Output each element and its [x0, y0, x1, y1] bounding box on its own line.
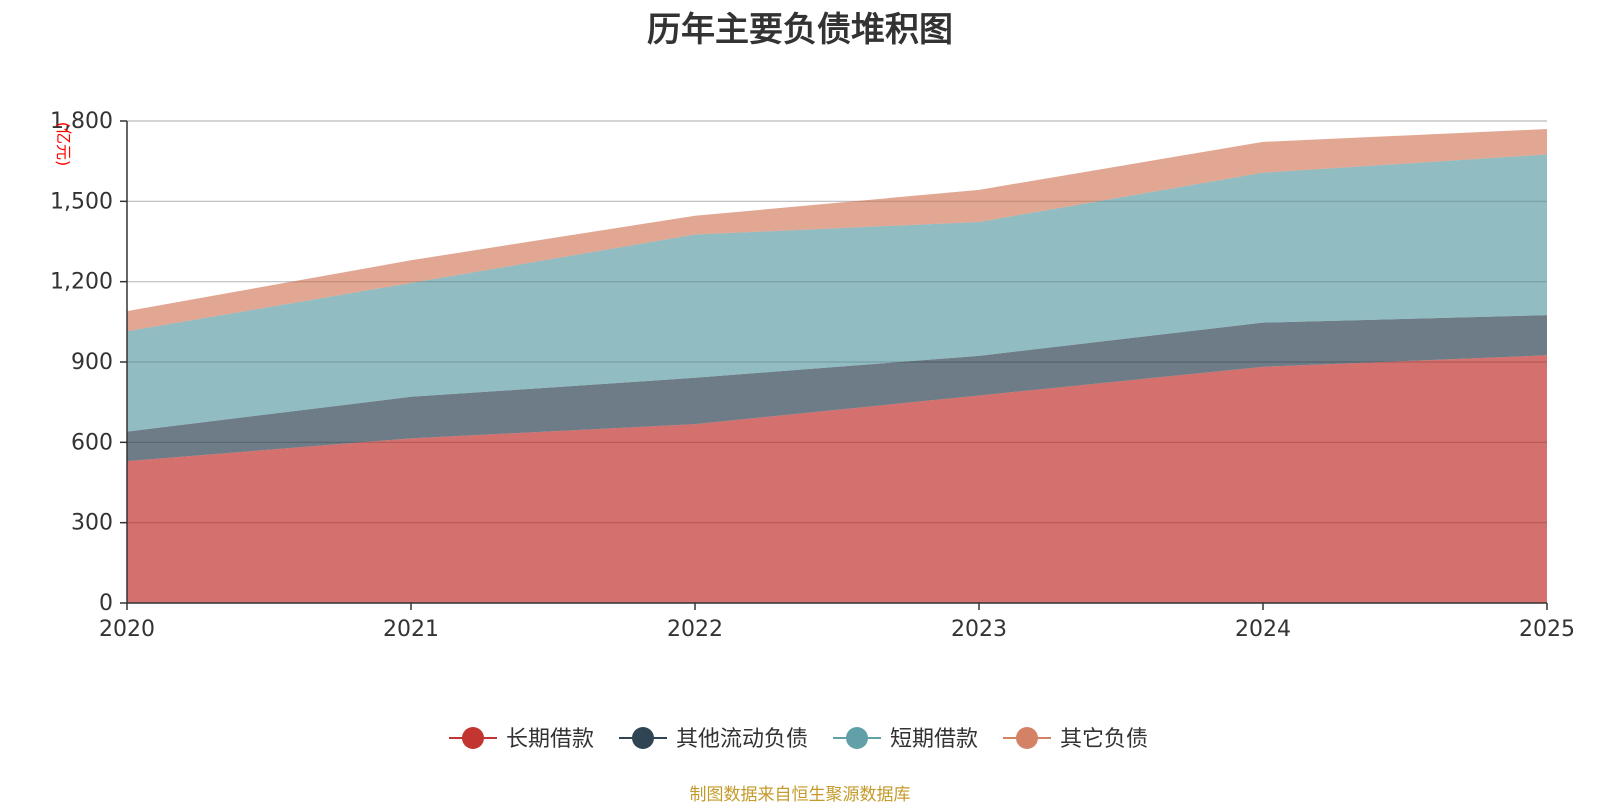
- legend-item-1[interactable]: 其他流动负债: [619, 727, 808, 752]
- x-tick-label: 2023: [951, 617, 1007, 642]
- legend-item-3[interactable]: 其它负债: [1003, 727, 1148, 752]
- area-series-1: [127, 315, 1547, 462]
- y-tick-label: 0: [99, 591, 113, 616]
- legend-label: 长期借款: [506, 727, 594, 752]
- y-tick-label: 1,500: [50, 189, 113, 214]
- area-series-3: [127, 129, 1547, 332]
- data-source-footer: 制图数据来自恒生聚源数据库: [689, 785, 911, 805]
- legend-item-2[interactable]: 短期借款: [833, 727, 978, 752]
- y-tick-label: 1,200: [50, 270, 113, 295]
- legend-item-0[interactable]: 长期借款: [449, 727, 594, 752]
- x-tick-label: 2025: [1519, 617, 1575, 642]
- legend-marker: [462, 727, 484, 749]
- x-tick-label: 2022: [667, 617, 723, 642]
- legend-marker: [632, 727, 654, 749]
- y-tick-label: 1,800: [50, 109, 113, 134]
- legend: 长期借款 其他流动负债 短期借款 其它负债: [449, 727, 1148, 752]
- y-tick-label: 300: [71, 511, 113, 536]
- area-series: [127, 129, 1547, 603]
- area-series-2: [127, 154, 1547, 432]
- y-unit-label: (亿元): [54, 122, 73, 167]
- x-tick-label: 2020: [99, 617, 155, 642]
- legend-marker: [1016, 727, 1038, 749]
- area-series-0: [127, 355, 1547, 603]
- y-tick-label: 600: [71, 430, 113, 455]
- legend-label: 其它负债: [1060, 727, 1148, 752]
- chart-title: 历年主要负债堆积图: [647, 10, 953, 50]
- x-tick-label: 2021: [383, 617, 439, 642]
- legend-label: 其他流动负债: [676, 727, 808, 752]
- y-tick-label: 900: [71, 350, 113, 375]
- axes: 0 300 600 900 1,200 1,500 1,800 2020 2021 2022 202…: [50, 109, 1575, 642]
- legend-label: 短期借款: [890, 727, 978, 752]
- x-tick-label: 2024: [1235, 617, 1291, 642]
- legend-marker: [846, 727, 868, 749]
